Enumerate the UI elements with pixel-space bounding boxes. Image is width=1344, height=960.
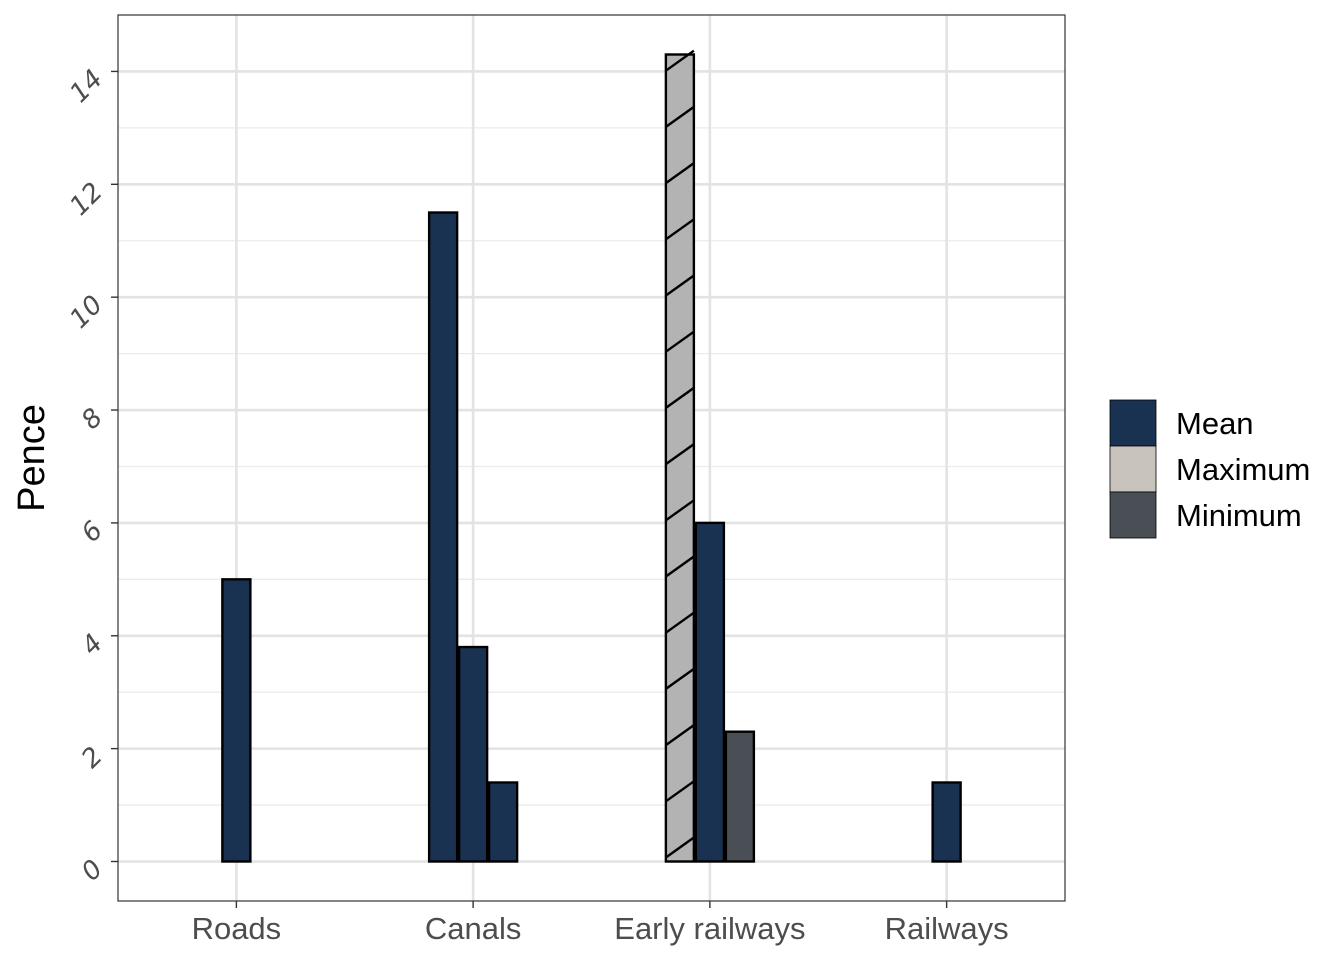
y-tick-label: 8	[76, 403, 109, 436]
x-tick-label: Canals	[425, 911, 522, 946]
bar	[724, 730, 756, 863]
hatch-line	[665, 555, 695, 578]
x-tick-label: Railways	[885, 911, 1009, 946]
bar	[694, 521, 726, 863]
hatch-line	[665, 499, 695, 522]
legend-label: Minimum	[1176, 498, 1302, 533]
y-tick-label: 2	[76, 741, 109, 774]
bar	[427, 211, 459, 863]
hatch-line	[665, 836, 695, 859]
y-axis-label: Pence	[11, 404, 53, 512]
y-tick-label: 14	[64, 64, 109, 109]
hatch-line	[665, 780, 695, 803]
y-tick-label: 10	[64, 290, 109, 335]
legend-key	[1109, 491, 1157, 539]
legend: Mean Maximum Minimum	[1109, 399, 1310, 539]
legend-key	[1109, 399, 1157, 447]
bar	[931, 781, 962, 863]
x-tick-label: Roads	[192, 911, 282, 946]
hatch-line	[665, 162, 695, 185]
bars	[221, 49, 962, 863]
hatch-line	[665, 274, 695, 297]
y-tick-label: 4	[76, 629, 109, 662]
bar	[457, 645, 489, 863]
x-tick-label: Early railways	[614, 911, 805, 946]
bar	[221, 578, 252, 863]
hatch-line	[665, 724, 695, 747]
hatch-line	[665, 330, 695, 353]
x-axis-ticks: Roads Canals Early railways Railways	[192, 901, 1009, 946]
hatch-line	[665, 667, 695, 690]
bar	[487, 781, 519, 863]
y-tick-label: 0	[76, 854, 109, 887]
y-tick-label: 6	[76, 516, 109, 549]
y-axis-ticks: 0 2 4 6 8 10 12 14	[64, 64, 118, 887]
legend-label: Mean	[1176, 406, 1254, 441]
y-tick-label: 12	[64, 177, 109, 222]
plot-border	[117, 14, 1066, 902]
legend-label: Maximum	[1176, 452, 1310, 487]
bar	[664, 53, 696, 863]
major-gridlines	[118, 15, 1065, 901]
hatch-line	[665, 443, 695, 466]
plot-background	[118, 15, 1065, 901]
hatch-line	[665, 105, 695, 128]
hatch-line	[665, 611, 695, 634]
minor-gridlines	[118, 127, 1065, 806]
hatch-line	[665, 386, 695, 409]
legend-key	[1109, 445, 1157, 493]
hatch-line	[665, 49, 695, 72]
hatch-line	[665, 218, 695, 241]
